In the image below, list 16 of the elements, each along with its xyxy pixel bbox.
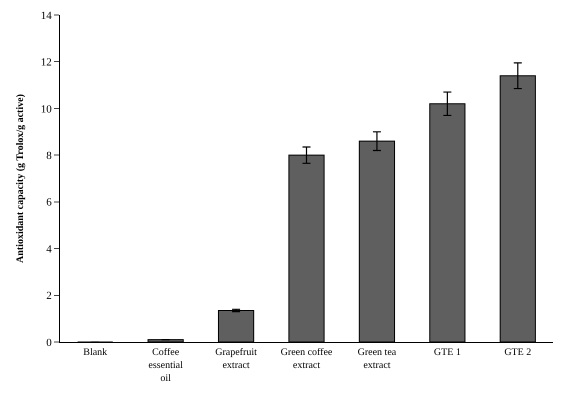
x-tick-label: Green coffee extract <box>280 347 333 371</box>
y-tick-label: 6 <box>46 196 52 209</box>
x-tick-label: GTE 1 <box>434 347 461 358</box>
x-tick-label: Green tea extract <box>358 347 397 371</box>
y-axis-title: Antioxidant capacity (g Trolox/g active) <box>14 94 26 263</box>
x-tick-label: Coffee essential oil <box>148 347 184 384</box>
y-tick-label: 4 <box>46 243 52 256</box>
y-tick-label: 14 <box>40 10 52 22</box>
x-tick-label: GTE 2 <box>504 347 532 358</box>
y-tick-label: 2 <box>46 290 52 302</box>
y-tick-label: 12 <box>40 56 52 69</box>
y-tick-label: 0 <box>46 336 52 349</box>
x-tick-label: Blank <box>83 347 108 358</box>
y-tick-label: 8 <box>46 150 52 162</box>
x-tick-label: Grapefruit extract <box>215 347 258 371</box>
y-tick-label: 10 <box>40 103 52 116</box>
